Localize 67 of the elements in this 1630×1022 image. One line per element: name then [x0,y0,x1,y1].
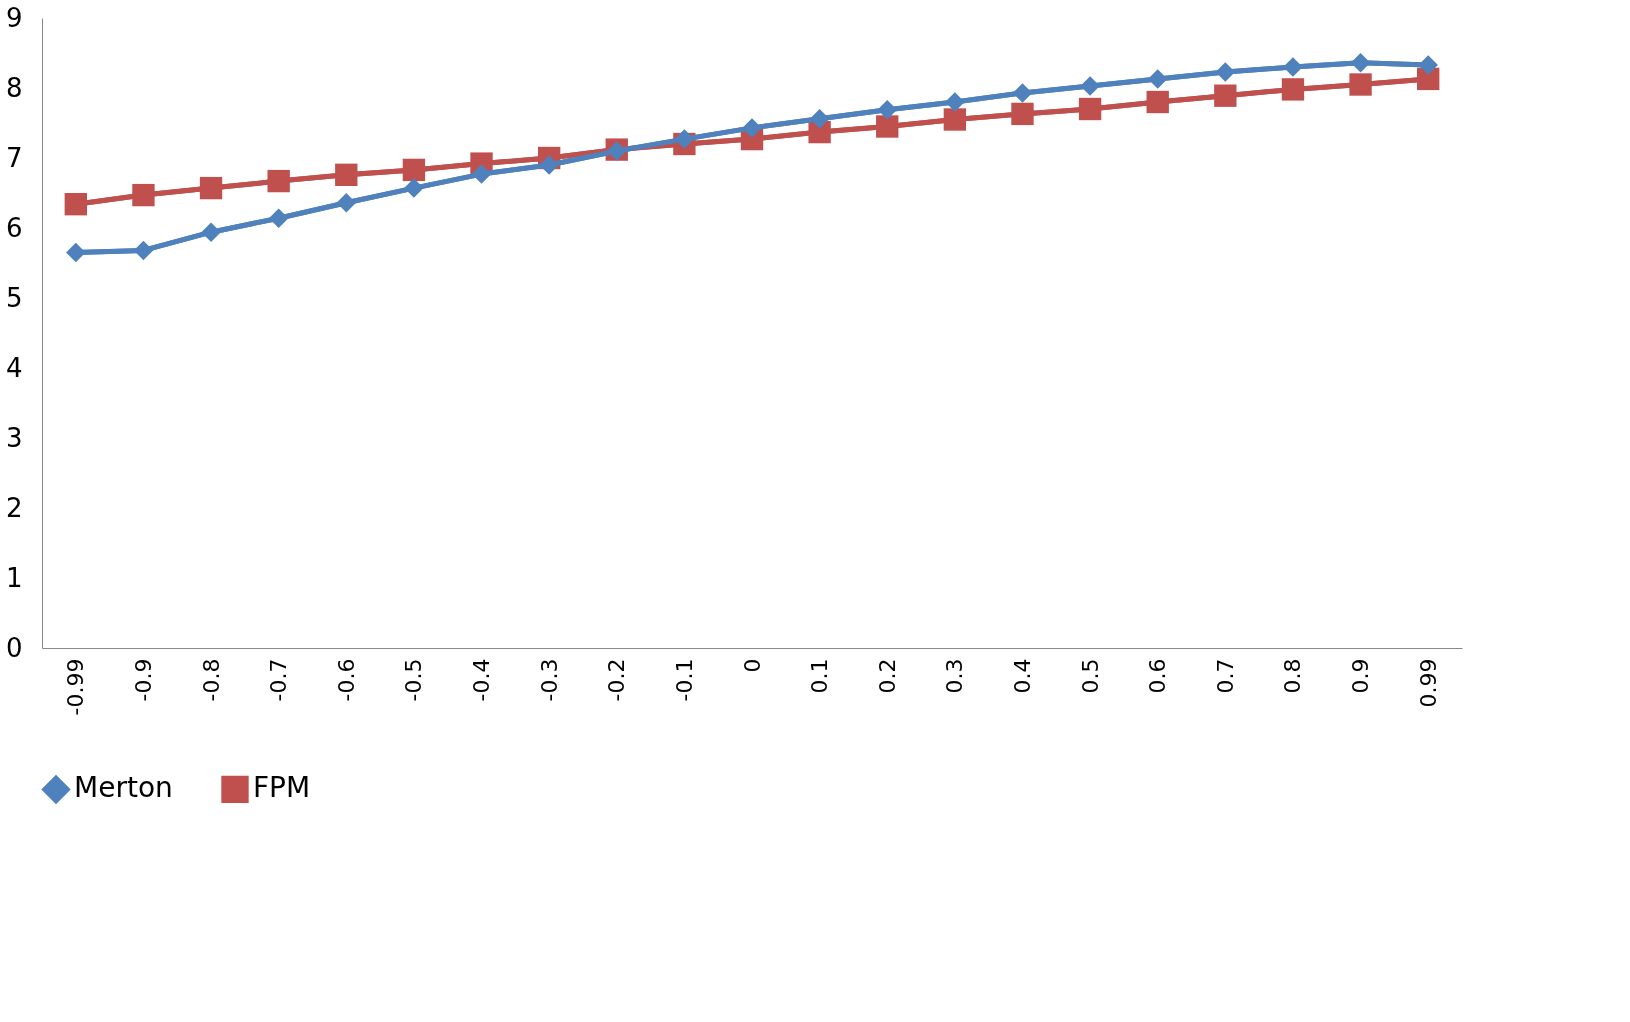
y-tick-label: 0 [5,632,23,663]
x-tick-label: 0.4 [1009,658,1035,694]
y-tick-label: 1 [5,562,23,593]
x-tick-label: 0.5 [1077,658,1103,694]
x-tick-label: 0.1 [807,658,833,694]
point [1146,90,1169,114]
x-tick-label: 0.6 [1145,658,1171,694]
y-tick-label: 9 [5,2,23,33]
x-tick-label: -0.6 [333,658,359,702]
x-tick-label: -0.1 [671,658,697,702]
x-tick-label: 0.8 [1280,658,1306,694]
point [1215,62,1236,82]
point [674,129,695,149]
x-tick-label: -0.3 [536,658,562,702]
point [66,242,86,263]
x-tick-label: -0.4 [469,658,495,702]
x-tick-label: 0.7 [1212,658,1238,694]
point [199,176,223,200]
x-tick-label: -0.9 [130,658,156,702]
point [1281,78,1305,101]
point [336,193,357,213]
point [809,109,830,129]
point [877,99,897,120]
legend-label: FPM [253,771,311,805]
point [1012,83,1033,103]
point [1349,73,1372,96]
y-tick-label: 2 [5,492,23,523]
y-tick-label: 6 [5,212,23,243]
point [404,178,424,198]
point [1080,76,1100,96]
point [1350,53,1371,73]
point [1418,55,1438,75]
point [742,118,762,138]
legend-label: Merton [74,771,173,805]
point [402,158,426,182]
point [133,240,154,261]
point [268,208,289,228]
x-tick-label: -0.99 [63,658,89,716]
y-tick-label: 4 [5,352,23,383]
point [1283,57,1303,77]
x-tick-label: -0.8 [198,658,224,702]
point [267,169,290,193]
point [539,155,559,175]
point [943,108,967,131]
x-tick-label: -0.7 [266,658,292,702]
point [335,163,358,186]
y-tick-label: 7 [5,142,23,173]
x-tick-label: 0.3 [942,658,968,694]
point [132,183,155,207]
y-tick-label: 3 [5,422,23,453]
x-tick-label: -0.2 [604,658,630,702]
point [876,115,899,138]
x-tick-label: -0.5 [401,658,427,702]
x-tick-label: 0 [739,658,765,673]
x-tick-label: 0.2 [874,658,900,694]
point [1078,97,1102,121]
y-tick-label: 5 [5,282,23,313]
y-tick-label: 8 [5,72,23,103]
point [201,222,221,242]
point [1011,102,1034,126]
point [1147,69,1168,89]
point [1214,84,1237,107]
point [945,92,965,112]
point [64,193,87,216]
point [471,164,492,184]
x-tick-label: 0.99 [1415,658,1441,708]
x-tick-label: 0.9 [1348,658,1374,694]
